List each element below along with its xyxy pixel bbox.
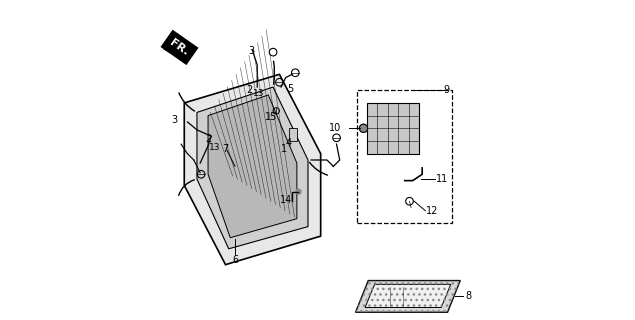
Text: 5: 5 xyxy=(288,84,293,94)
Polygon shape xyxy=(356,281,460,312)
Text: 1: 1 xyxy=(281,144,287,154)
Circle shape xyxy=(296,189,301,194)
Text: 11: 11 xyxy=(436,174,448,184)
Text: 13: 13 xyxy=(253,89,265,98)
Text: 9: 9 xyxy=(443,85,450,95)
Bar xyxy=(289,128,297,141)
Text: 3: 3 xyxy=(171,115,178,125)
Text: 6: 6 xyxy=(232,255,238,265)
Polygon shape xyxy=(197,87,308,249)
Text: 13: 13 xyxy=(209,143,220,152)
Text: 3: 3 xyxy=(248,45,254,56)
Text: FR.: FR. xyxy=(164,40,185,58)
Text: 7: 7 xyxy=(222,144,229,154)
Text: 10: 10 xyxy=(329,123,341,133)
Polygon shape xyxy=(184,74,321,265)
Text: 2: 2 xyxy=(205,134,211,144)
Text: FR.: FR. xyxy=(168,37,190,57)
Text: FR.: FR. xyxy=(164,39,185,57)
Text: 12: 12 xyxy=(426,206,438,216)
Text: 2: 2 xyxy=(246,85,253,95)
Polygon shape xyxy=(366,103,419,154)
Text: 8: 8 xyxy=(465,292,471,301)
Text: 15: 15 xyxy=(265,112,277,122)
Text: 4: 4 xyxy=(286,138,292,148)
Circle shape xyxy=(359,124,368,132)
Polygon shape xyxy=(365,284,451,308)
Text: 14: 14 xyxy=(279,195,292,205)
Polygon shape xyxy=(208,95,297,238)
